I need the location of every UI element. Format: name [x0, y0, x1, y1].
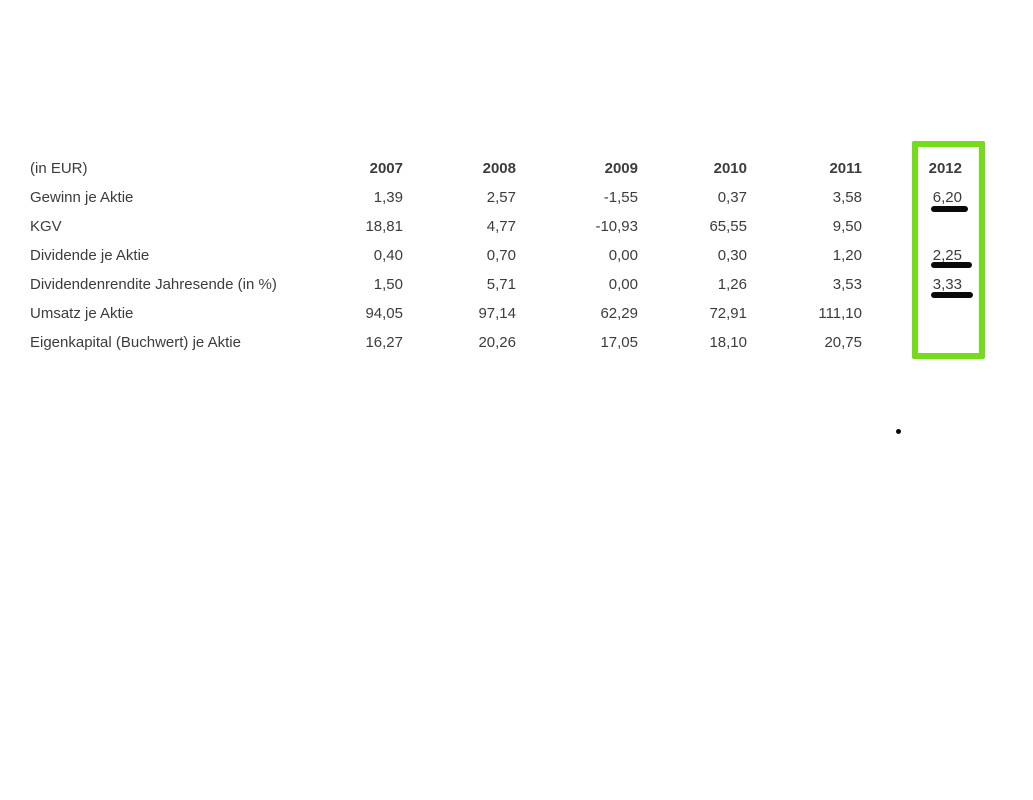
value-cell: 1,50 [373, 276, 403, 293]
underline-mark-dividende-2012 [931, 262, 972, 268]
underline-mark-dividendenrendite-2012 [931, 292, 973, 298]
value-cell: 6,20 [932, 189, 962, 206]
value-cell: 18,81 [365, 218, 403, 235]
value-cell: 0,37 [717, 189, 747, 206]
year-header: 2012 [928, 160, 962, 177]
table-row: Dividende je Aktie 0,40 0,70 0,00 0,30 1,20 2,… [30, 241, 962, 270]
value-cell: 0,30 [717, 247, 747, 264]
value-cell: 1,39 [373, 189, 403, 206]
value-cell: 1,20 [832, 247, 862, 264]
value-cell [862, 328, 962, 357]
value-cell: 0,40 [373, 247, 403, 264]
value-cell: 0,00 [608, 276, 638, 293]
year-header: 2011 [829, 160, 862, 177]
value-cell: 17,05 [600, 334, 638, 351]
unit-label: (in EUR) [30, 160, 88, 177]
table-row: KGV 18,81 4,77 -10,93 65,55 9,50 [30, 212, 962, 241]
financial-table-container: (in EUR) 2007 2008 2009 2010 2011 2012 Gewinn … [30, 154, 962, 357]
value-cell: 3,58 [832, 189, 862, 206]
row-label: Dividende je Aktie [30, 247, 150, 264]
financial-table: (in EUR) 2007 2008 2009 2010 2011 2012 Gewinn … [30, 154, 962, 357]
value-cell: 18,10 [709, 334, 747, 351]
year-header: 2007 [369, 160, 403, 177]
value-cell: 20,75 [824, 334, 862, 351]
value-cell: 62,29 [600, 305, 638, 322]
table-row: Eigenkapital (Buchwert) je Aktie 16,27 20,… [30, 328, 962, 357]
value-cell: 4,77 [486, 218, 516, 235]
value-cell: 16,27 [365, 334, 403, 351]
value-cell: 1,26 [717, 276, 747, 293]
value-cell [862, 212, 962, 241]
table-row: Dividendenrendite Jahresende (in %) 1,50 5… [30, 270, 962, 299]
value-cell [862, 299, 962, 328]
underline-mark-gewinn-2012 [931, 206, 968, 212]
value-cell: 0,00 [608, 247, 638, 264]
value-cell: 72,91 [709, 305, 747, 322]
row-label: KGV [30, 218, 62, 235]
row-label: Umsatz je Aktie [30, 305, 134, 322]
value-cell: 65,55 [709, 218, 747, 235]
value-cell: 20,26 [478, 334, 516, 351]
value-cell: 9,50 [832, 218, 862, 235]
value-cell: -10,93 [595, 218, 638, 235]
header-row: (in EUR) 2007 2008 2009 2010 2011 2012 [30, 154, 962, 183]
value-cell: 5,71 [486, 276, 516, 293]
year-header: 2009 [604, 160, 638, 177]
table-row: Gewinn je Aktie 1,39 2,57 -1,55 0,37 3,58 6,20 [30, 183, 962, 212]
value-cell: 3,53 [832, 276, 862, 293]
value-cell: 94,05 [365, 305, 403, 322]
row-label: Eigenkapital (Buchwert) je Aktie [30, 334, 241, 351]
value-cell: 2,25 [932, 247, 962, 264]
value-cell: 0,70 [486, 247, 516, 264]
table-body: Gewinn je Aktie 1,39 2,57 -1,55 0,37 3,58 6,20… [30, 183, 962, 357]
table-header: (in EUR) 2007 2008 2009 2010 2011 2012 [30, 154, 962, 183]
year-header: 2010 [713, 160, 747, 177]
year-header: 2008 [482, 160, 516, 177]
row-label: Dividendenrendite Jahresende (in %) [30, 276, 277, 293]
value-cell: -1,55 [603, 189, 638, 206]
value-cell: 3,33 [932, 276, 962, 293]
row-label: Gewinn je Aktie [30, 189, 134, 206]
click-dot [896, 429, 901, 434]
table-row: Umsatz je Aktie 94,05 97,14 62,29 72,91 111,1… [30, 299, 962, 328]
value-cell: 2,57 [486, 189, 516, 206]
value-cell: 111,10 [818, 305, 862, 322]
value-cell: 97,14 [478, 305, 516, 322]
